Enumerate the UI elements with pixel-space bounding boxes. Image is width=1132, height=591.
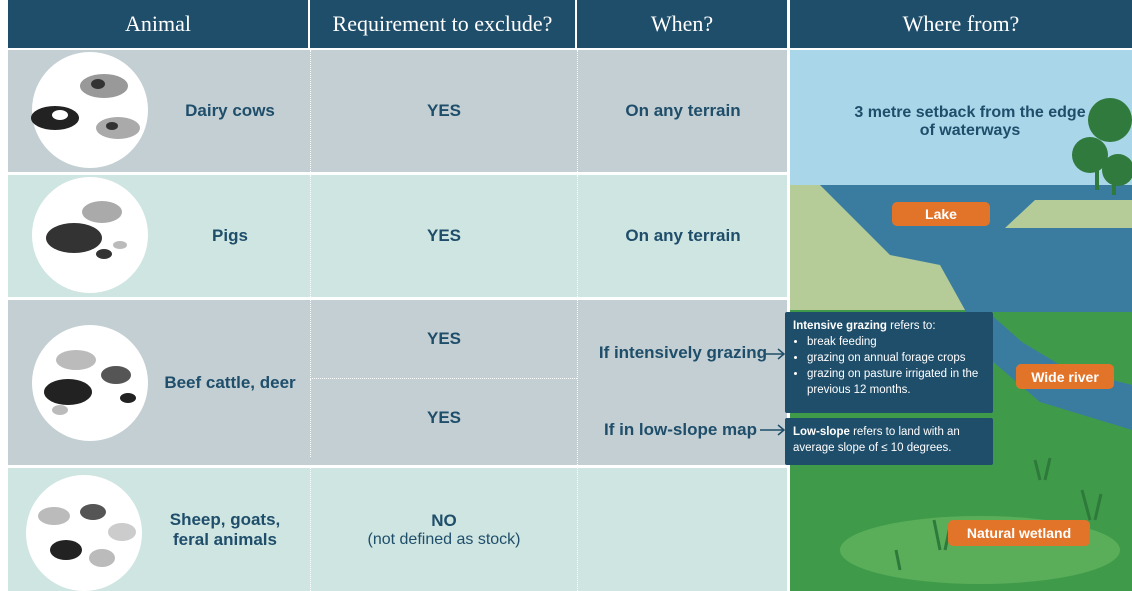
low-slope-note: Low-slope refers to land with an average…: [785, 418, 993, 465]
arrows: [760, 348, 786, 436]
when: On any terrain: [577, 50, 788, 172]
icon: [26, 475, 142, 591]
note-term: Low-slope: [793, 426, 850, 438]
icon: [32, 325, 148, 441]
intensive-note: Intensive grazing refers to: break feedi…: [785, 312, 993, 413]
river-label: Wide river: [1016, 364, 1114, 389]
wetland-label: Natural wetland: [948, 520, 1090, 546]
requirement: YES: [310, 175, 577, 297]
header-cell: When?: [577, 0, 787, 48]
note-text: refers to:: [890, 320, 936, 332]
setback-text: 3 metre setback from the edge of waterwa…: [854, 104, 1086, 139]
note-item: grazing on pasture irrigated in the prev…: [807, 366, 985, 398]
when: If in low-slope map: [603, 420, 757, 439]
note-text: refers to land with an average slope of …: [793, 426, 960, 454]
note-term: Intensive grazing: [793, 320, 887, 332]
lake-label: Lake: [892, 202, 990, 226]
when: If intensively grazing: [598, 343, 767, 362]
divider: [577, 300, 578, 465]
animal-name: Dairy cows: [185, 101, 275, 120]
divider: [577, 468, 578, 591]
requirement-cell: NO (not defined as stock): [310, 468, 577, 591]
when: On any terrain: [577, 175, 788, 297]
header-cell: Where from?: [790, 0, 1132, 48]
requirement: NO: [431, 510, 457, 530]
icon: [31, 52, 148, 168]
header-cell: Animal: [8, 0, 308, 48]
animal-icons: [26, 52, 148, 591]
animal-name: Pigs: [212, 226, 248, 245]
requirement: YES: [310, 50, 577, 172]
requirement: YES: [310, 300, 577, 379]
requirement: YES: [310, 379, 577, 457]
requirement-note: (not defined as stock): [367, 530, 521, 548]
note-item: break feeding: [807, 334, 985, 350]
animal-name: Sheep, goats, feral animals: [169, 509, 281, 549]
icon: [32, 177, 148, 293]
note-item: grazing on annual forage crops: [807, 350, 985, 366]
animal-name: Beef cattle, deer: [164, 372, 296, 392]
header-cell: Requirement to exclude?: [310, 0, 575, 48]
